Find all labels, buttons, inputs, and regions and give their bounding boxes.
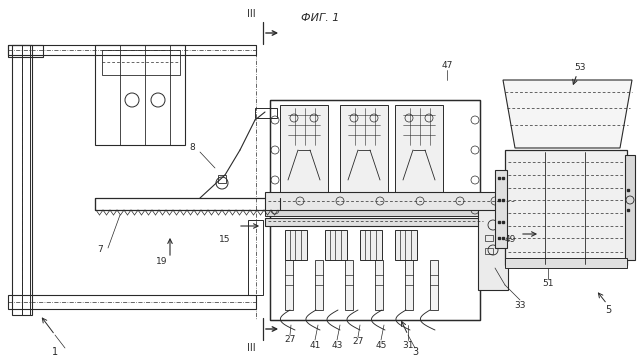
Bar [495, 170, 507, 248]
Bar [265, 210, 485, 216]
Bar [360, 230, 382, 260]
Bar [218, 175, 226, 183]
Bar [395, 230, 417, 260]
Bar [375, 260, 383, 310]
Bar [315, 260, 323, 310]
Bar [485, 248, 493, 254]
Text: 3: 3 [412, 347, 418, 357]
Text: III: III [246, 9, 255, 19]
Bar [505, 258, 627, 268]
Bar [345, 260, 353, 310]
Bar [505, 150, 627, 265]
Bar [395, 105, 443, 200]
Text: 43: 43 [332, 340, 342, 349]
Bar [478, 195, 508, 290]
Text: III: III [246, 343, 255, 353]
Text: 8: 8 [189, 143, 195, 153]
Bar [430, 260, 438, 310]
Text: 33: 33 [515, 301, 525, 309]
Bar [625, 155, 635, 260]
Bar [248, 220, 263, 295]
Text: 41: 41 [309, 340, 321, 349]
Bar [8, 45, 43, 57]
Text: 53: 53 [574, 63, 586, 72]
Bar [485, 235, 493, 241]
Text: ФИГ. 1: ФИГ. 1 [301, 13, 339, 23]
Bar [265, 218, 485, 226]
Text: 15: 15 [220, 236, 231, 245]
Text: 7: 7 [97, 245, 103, 254]
Text: 19: 19 [156, 257, 168, 266]
Bar [255, 108, 277, 118]
Bar [280, 105, 328, 200]
Bar [340, 105, 388, 200]
Text: 31: 31 [403, 340, 413, 349]
Bar [265, 192, 515, 210]
Text: 51: 51 [542, 280, 554, 289]
Text: 27: 27 [284, 336, 296, 344]
Text: 47: 47 [442, 60, 452, 70]
Bar [95, 45, 185, 145]
Bar [22, 45, 30, 315]
Bar [8, 295, 256, 309]
Bar [270, 210, 480, 320]
Text: 5: 5 [605, 305, 611, 315]
Text: 1: 1 [52, 347, 58, 357]
Bar [285, 230, 307, 260]
Bar [102, 50, 180, 75]
Bar [405, 260, 413, 310]
Bar [12, 45, 32, 315]
Bar [285, 260, 293, 310]
Text: 45: 45 [375, 340, 387, 349]
Bar [8, 45, 256, 55]
Polygon shape [503, 80, 632, 148]
Text: 49: 49 [504, 236, 516, 245]
Bar [95, 198, 280, 210]
Bar [270, 100, 480, 320]
Bar [270, 100, 480, 208]
Text: 27: 27 [352, 337, 364, 347]
Bar [325, 230, 347, 260]
